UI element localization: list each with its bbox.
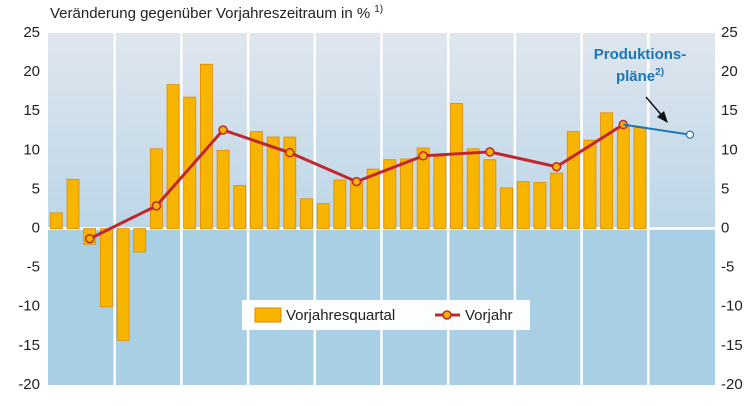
bar (533, 182, 547, 229)
line-marker (285, 147, 295, 158)
line-marker (485, 147, 495, 157)
line-marker (351, 176, 362, 187)
y2-tick-label: -20 (721, 376, 743, 393)
bar (616, 126, 630, 229)
line-marker (218, 125, 228, 135)
projection-marker (685, 130, 695, 139)
bar (166, 84, 180, 229)
line-marker (84, 233, 95, 244)
annotation: Produktions- (594, 46, 687, 63)
bar (483, 159, 497, 229)
y-tick-label: 15 (23, 102, 40, 119)
legend-box (242, 300, 530, 330)
legend-label: Vorjahr (465, 307, 513, 324)
bar (216, 149, 230, 229)
y-tick-label: 20 (23, 63, 40, 80)
y2-tick-label: -10 (721, 298, 743, 315)
projection-line (623, 123, 691, 136)
y-tick-label: 10 (23, 141, 40, 158)
chart-title: Veränderung gegenüber Vorjahreszeitraum … (50, 4, 383, 22)
bar (366, 168, 380, 229)
y-tick-label: 0 (32, 220, 40, 237)
annotation: pläne2) (616, 67, 664, 85)
y2-tick-label: 20 (721, 63, 738, 80)
bar (149, 148, 163, 229)
line-marker (418, 151, 428, 161)
bar (516, 181, 530, 229)
y2-tick-label: 15 (721, 102, 738, 119)
legend-label: Vorjahresquartal (286, 307, 395, 324)
bar (283, 136, 297, 229)
y2-tick-label: 5 (721, 180, 729, 197)
y2-tick-label: 25 (721, 24, 738, 41)
bar (633, 127, 647, 229)
bar (433, 156, 447, 229)
legend-swatch (254, 307, 282, 323)
bar (133, 228, 147, 253)
bar (316, 203, 330, 229)
annotation-line: pläne (616, 68, 655, 85)
bar (450, 103, 463, 229)
bar (49, 212, 63, 229)
y2-tick-label: 10 (721, 141, 738, 158)
bar (600, 112, 614, 229)
annotation-note: 2) (655, 67, 664, 78)
bar (116, 228, 130, 341)
bar (350, 181, 363, 229)
bar (200, 63, 213, 229)
legend-swatch (442, 310, 452, 320)
bar (416, 147, 430, 229)
bar (99, 228, 113, 308)
annotation-arrowhead (657, 111, 668, 123)
bar (333, 179, 347, 229)
bar (300, 198, 313, 229)
y-tick-label: 25 (23, 24, 40, 41)
bar (66, 178, 80, 229)
bar (266, 136, 280, 229)
bar (566, 131, 580, 229)
bar (400, 158, 413, 229)
bar (550, 172, 563, 229)
y2-tick-label: 0 (721, 220, 729, 237)
y-tick-label: 5 (32, 180, 40, 197)
line-marker (551, 162, 562, 172)
bar (383, 159, 397, 229)
bar (583, 139, 597, 229)
y-tick-label: -10 (18, 298, 40, 315)
line-marker (151, 201, 162, 211)
bar (466, 148, 480, 229)
y-tick-label: -15 (18, 337, 40, 354)
bar (250, 131, 263, 229)
y2-tick-label: -5 (721, 259, 734, 276)
y-tick-label: -20 (18, 376, 40, 393)
bar (233, 185, 247, 229)
y-tick-label: -5 (27, 259, 40, 276)
bar (500, 187, 513, 229)
y2-tick-label: -15 (721, 337, 743, 354)
